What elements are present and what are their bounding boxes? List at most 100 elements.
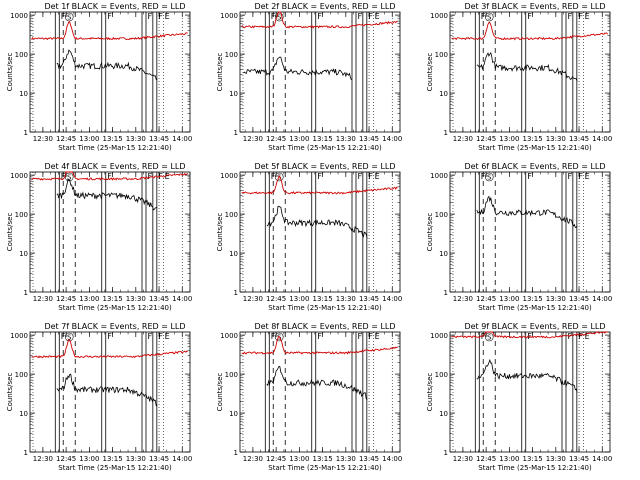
y-tick-label: 1 xyxy=(24,289,28,297)
y-tick-label: 1000 xyxy=(220,172,238,180)
y-tick-label: 1 xyxy=(24,449,28,457)
flag-label-f: F xyxy=(358,332,363,341)
series-events xyxy=(476,51,578,82)
y-axis-label: Counts/sec xyxy=(6,213,14,252)
flag-label-f: F xyxy=(148,12,153,21)
x-tick-label: 12:30 xyxy=(33,135,53,143)
y-tick-label: 1000 xyxy=(430,12,448,20)
panel-title: Det 8f BLACK = Events, RED = LLD xyxy=(254,322,395,331)
x-tick-label: 13:30 xyxy=(336,295,356,303)
y-tick-label: 10 xyxy=(229,250,238,258)
x-tick-label: 14:00 xyxy=(172,455,192,463)
y-axis-label: Counts/sec xyxy=(426,213,434,252)
flag-label-f: F xyxy=(568,172,573,181)
flag-circle-s xyxy=(64,172,74,182)
y-tick-label: 1 xyxy=(444,289,448,297)
series-lld xyxy=(451,21,608,41)
flag-label-e: E xyxy=(375,12,380,21)
panel-title: Det 4f BLACK = Events, RED = LLD xyxy=(44,162,185,171)
y-tick-label: 1000 xyxy=(430,172,448,180)
x-tick-label: 13:15 xyxy=(522,135,542,143)
flag-label-f: F xyxy=(368,12,373,21)
x-axis-label: Start Time (25-Mar-15 12:21:40) xyxy=(268,144,382,152)
series-lld xyxy=(241,175,398,195)
x-tick-label: 14:00 xyxy=(592,295,612,303)
x-tick-label: 12:30 xyxy=(453,135,473,143)
x-tick-label: 12:45 xyxy=(56,295,76,303)
panel-det-5: Det 5f BLACK = Events, RED = LLD 1 10 100 10… xyxy=(216,162,402,312)
panel-det-1: Det 1f BLACK = Events, RED = LLD 1 10 100 10… xyxy=(6,2,192,152)
panel-det-2: Det 2f BLACK = Events, RED = LLD 1 10 100 10… xyxy=(216,2,402,152)
y-tick-label: 1 xyxy=(234,449,238,457)
flag-label-e: E xyxy=(165,172,170,181)
series-events xyxy=(266,365,368,401)
x-tick-label: 13:30 xyxy=(546,135,566,143)
y-axis-label: Counts/sec xyxy=(426,373,434,412)
x-tick-label: 13:15 xyxy=(102,455,122,463)
x-tick-label: 13:00 xyxy=(289,455,309,463)
y-tick-label: 1 xyxy=(234,289,238,297)
flag-label-e: E xyxy=(585,12,590,21)
x-tick-label: 12:45 xyxy=(476,455,496,463)
plot-frame xyxy=(239,11,401,133)
series-events xyxy=(56,373,158,407)
flag-label-s: S xyxy=(67,334,72,342)
y-tick-label: 1000 xyxy=(10,12,28,20)
y-tick-label: 10 xyxy=(439,250,448,258)
x-tick-label: 13:30 xyxy=(336,455,356,463)
flag-label-f: F xyxy=(527,12,532,21)
flag-circle-s xyxy=(484,12,494,22)
series-events xyxy=(476,358,578,393)
plot-frame xyxy=(449,11,611,133)
x-tick-label: 12:30 xyxy=(243,295,263,303)
plot-frame xyxy=(29,11,191,133)
flag-label-f: F xyxy=(578,12,583,21)
panel-title: Det 1f BLACK = Events, RED = LLD xyxy=(44,2,185,11)
panel-det-6: Det 6f BLACK = Events, RED = LLD 1 10 100 10… xyxy=(426,162,612,312)
x-tick-label: 13:45 xyxy=(359,455,379,463)
panel-det-7: Det 7f BLACK = Events, RED = LLD 1 10 100 10… xyxy=(6,322,192,472)
x-tick-label: 12:45 xyxy=(476,295,496,303)
y-tick-label: 10 xyxy=(229,410,238,418)
panel-title: Det 2f BLACK = Events, RED = LLD xyxy=(254,2,395,11)
y-tick-label: 1 xyxy=(444,129,448,137)
y-tick-label: 10 xyxy=(19,410,28,418)
flag-label-e: E xyxy=(165,12,170,21)
flag-label-f: F xyxy=(358,12,363,21)
x-tick-label: 13:30 xyxy=(126,295,146,303)
x-axis-label: Start Time (25-Mar-15 12:21:40) xyxy=(478,144,592,152)
x-tick-label: 12:45 xyxy=(56,455,76,463)
panel-det-9: Det 9f BLACK = Events, RED = LLD 1 10 100 10… xyxy=(426,322,612,472)
x-tick-label: 13:30 xyxy=(126,455,146,463)
flag-circle-s xyxy=(484,332,494,342)
y-axis-label: Counts/sec xyxy=(216,373,224,412)
x-tick-label: 13:15 xyxy=(312,295,332,303)
y-axis-label: Counts/sec xyxy=(6,53,14,92)
x-tick-label: 13:00 xyxy=(79,455,99,463)
panel-title: Det 7f BLACK = Events, RED = LLD xyxy=(44,322,185,331)
flag-label-f: F xyxy=(527,172,532,181)
flag-label-s: S xyxy=(487,14,492,22)
panel-det-4: Det 4f BLACK = Events, RED = LLD 1 10 100 10… xyxy=(6,162,192,312)
x-tick-label: 13:15 xyxy=(102,295,122,303)
y-axis-label: Counts/sec xyxy=(216,53,224,92)
x-tick-label: 13:45 xyxy=(149,455,169,463)
flag-label-f: F xyxy=(158,172,163,181)
x-axis-label: Start Time (25-Mar-15 12:21:40) xyxy=(58,464,172,472)
y-tick-label: 1000 xyxy=(430,332,448,340)
y-tick-label: 100 xyxy=(15,211,28,219)
y-tick-label: 1000 xyxy=(220,12,238,20)
panel-title: Det 5f BLACK = Events, RED = LLD xyxy=(254,162,395,171)
flag-label-f: F xyxy=(358,172,363,181)
y-axis-label: Counts/sec xyxy=(426,53,434,92)
x-axis-label: Start Time (25-Mar-15 12:21:40) xyxy=(268,464,382,472)
y-tick-label: 10 xyxy=(229,90,238,98)
x-tick-label: 13:30 xyxy=(126,135,146,143)
x-tick-label: 13:00 xyxy=(289,295,309,303)
flag-label-f: F xyxy=(578,332,583,341)
y-tick-label: 1 xyxy=(234,129,238,137)
x-tick-label: 14:00 xyxy=(172,135,192,143)
y-tick-label: 1 xyxy=(444,449,448,457)
series-lld xyxy=(241,335,398,355)
flag-label-f: F xyxy=(317,172,322,181)
